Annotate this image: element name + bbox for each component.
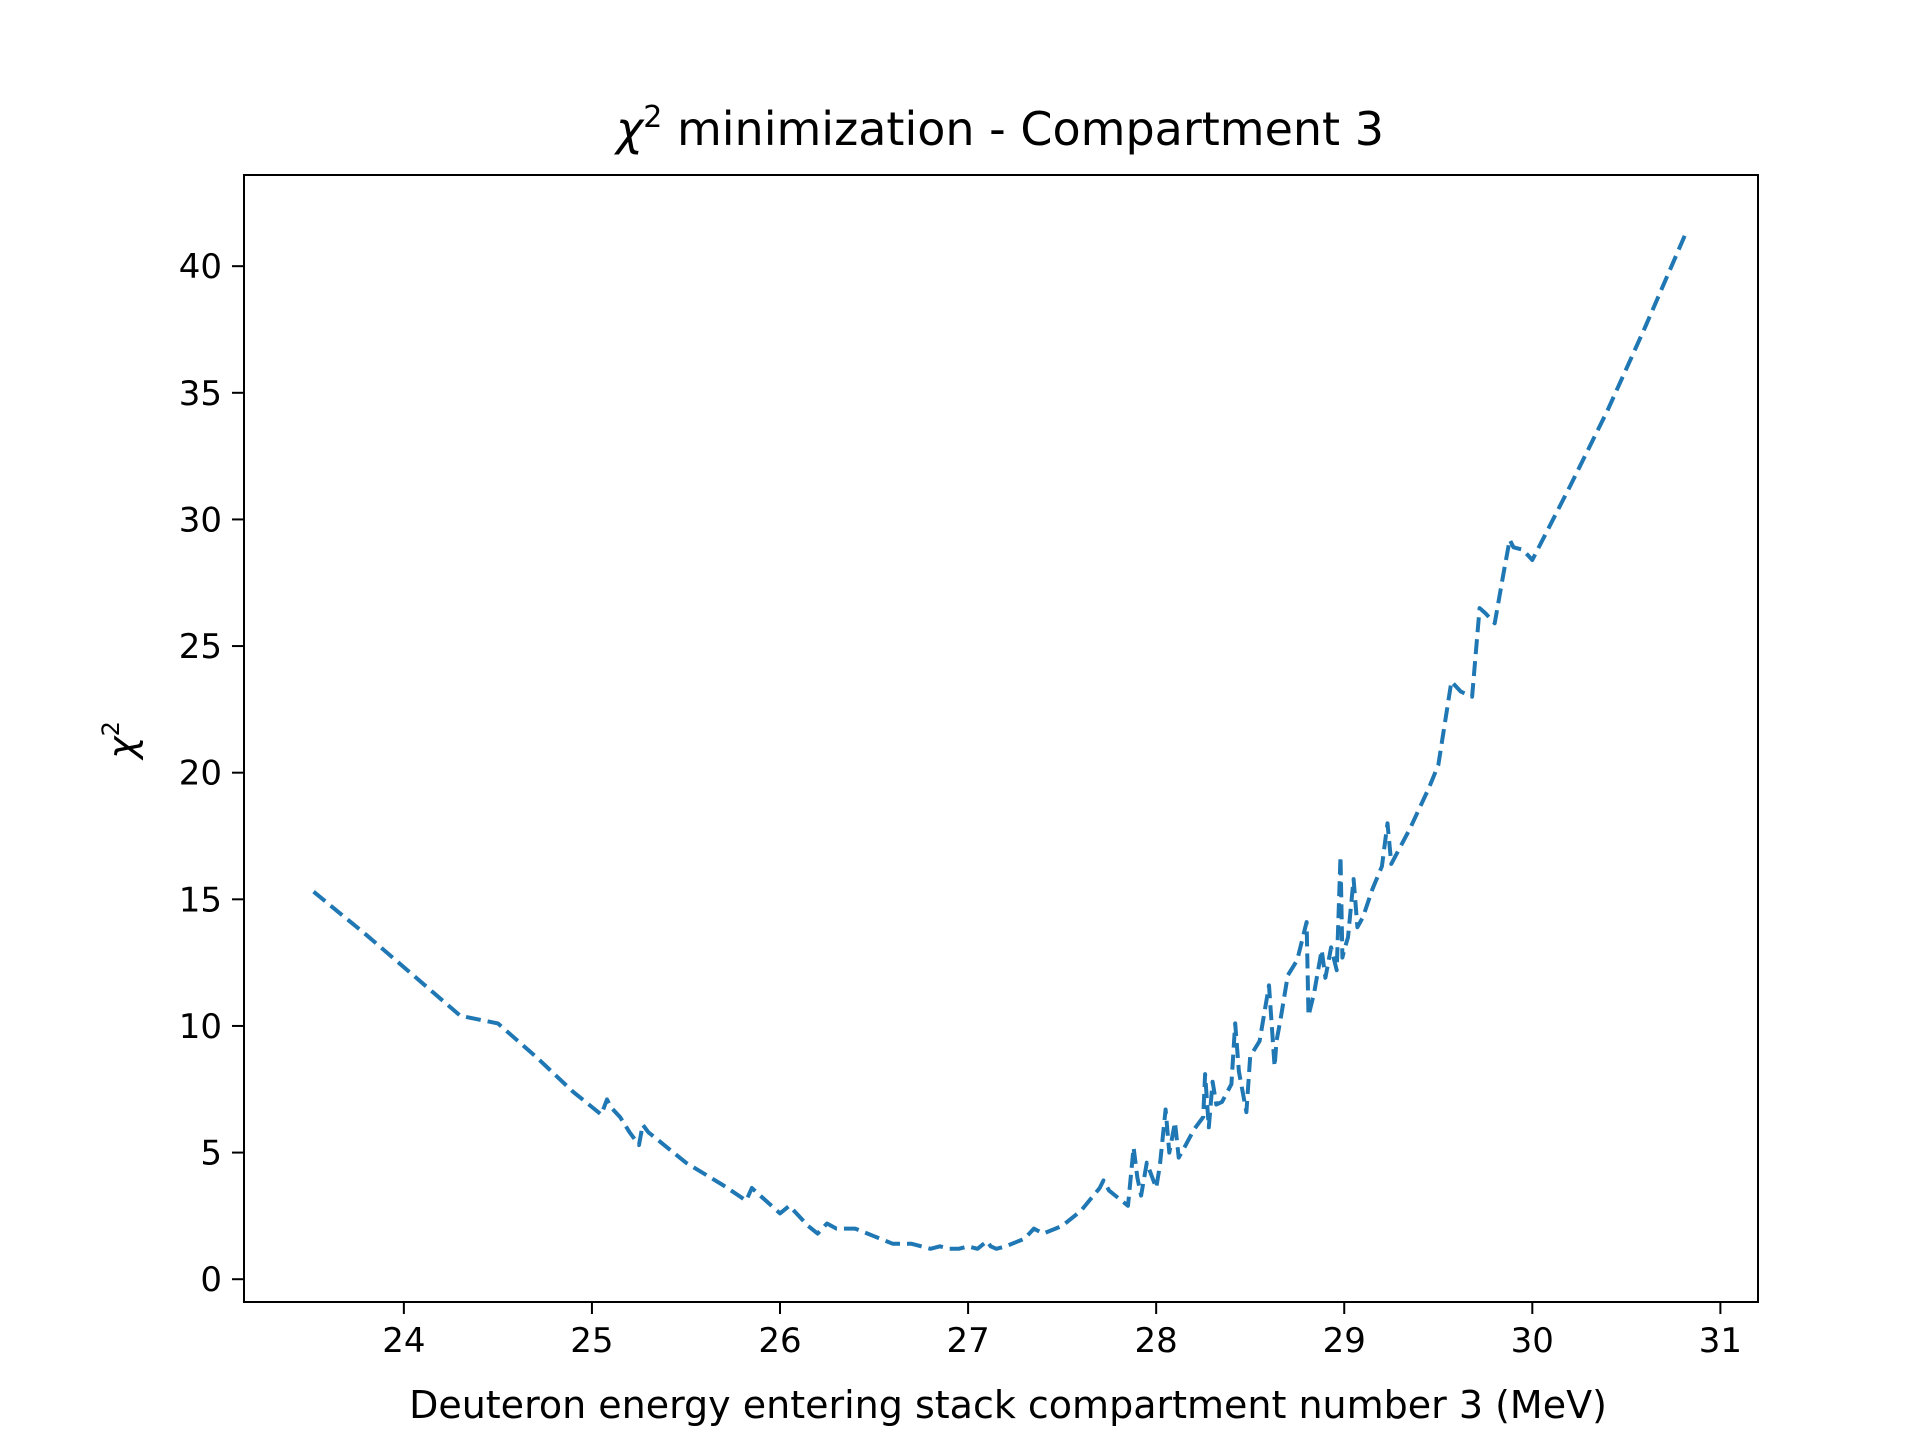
plot-frame	[243, 174, 1759, 1303]
title-superscript: 2	[643, 100, 662, 135]
title-rest: minimization - Compartment 3	[662, 102, 1384, 156]
chart-title: χ2 minimization - Compartment 3	[613, 100, 1384, 156]
x-tick-label: 29	[1323, 1321, 1366, 1361]
x-tick-label: 24	[382, 1321, 425, 1361]
y-tick-label: 25	[179, 627, 222, 667]
y-axis-label: χ2	[97, 721, 144, 761]
x-axis-label: Deuteron energy entering stack compartme…	[409, 1383, 1607, 1427]
y-label-chi: χ	[100, 735, 144, 761]
y-tick-label: 15	[179, 880, 222, 920]
x-tick-label: 26	[758, 1321, 801, 1361]
y-label-superscript: 2	[97, 721, 125, 736]
x-tick-label: 30	[1511, 1321, 1554, 1361]
x-tick-label: 27	[946, 1321, 989, 1361]
y-axis-ticks: 0 5 10 15 20 25 30 35 40	[179, 247, 244, 1300]
x-tick-label: 25	[570, 1321, 613, 1361]
y-tick-label: 35	[179, 374, 222, 414]
y-tick-label: 10	[179, 1007, 222, 1047]
y-tick-label: 0	[200, 1260, 222, 1300]
y-tick-label: 5	[200, 1134, 222, 1174]
series-layer	[312, 235, 1687, 1251]
series-line	[312, 235, 1687, 1251]
title-chi: χ	[613, 102, 645, 156]
x-tick-label: 28	[1135, 1321, 1178, 1361]
y-tick-label: 30	[179, 500, 222, 540]
x-axis-ticks: 24 25 26 27 28 29 30 31	[382, 1302, 1742, 1361]
x-tick-label: 31	[1699, 1321, 1742, 1361]
y-tick-label: 40	[179, 247, 222, 287]
y-tick-label: 20	[179, 754, 222, 794]
